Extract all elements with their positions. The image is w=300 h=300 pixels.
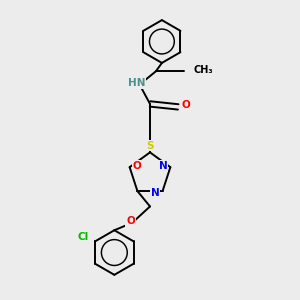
Text: O: O — [133, 161, 142, 171]
Text: S: S — [146, 140, 154, 151]
Text: N: N — [151, 188, 160, 198]
Text: O: O — [126, 216, 135, 226]
Text: N: N — [158, 161, 167, 171]
Text: O: O — [181, 100, 190, 110]
Text: HN: HN — [128, 78, 146, 88]
Text: Cl: Cl — [77, 232, 89, 242]
Text: CH₃: CH₃ — [193, 65, 213, 75]
